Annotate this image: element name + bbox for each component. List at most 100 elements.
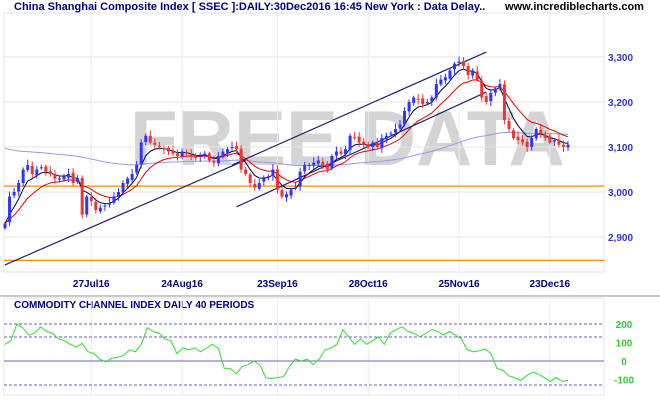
price-tick-label: 2,900 — [608, 233, 633, 244]
price-panel — [3, 12, 605, 273]
candle-body — [325, 163, 329, 170]
price-tick-label: 3,000 — [608, 188, 633, 199]
candle-body — [57, 178, 61, 180]
candle-body — [316, 160, 320, 164]
candle-body — [434, 84, 438, 98]
candle-body — [303, 165, 307, 172]
candle-body — [62, 176, 66, 180]
candle-body — [357, 136, 361, 143]
price-tick-label: 3,100 — [608, 143, 633, 154]
candle-body — [148, 135, 152, 143]
candle-body — [330, 156, 334, 169]
candle-body — [35, 169, 39, 176]
trend-line — [4, 159, 246, 266]
mid-moving-average — [4, 79, 569, 224]
candle-body — [294, 187, 298, 189]
trend-line — [231, 51, 487, 166]
candle-body — [412, 97, 416, 103]
candle-body — [235, 146, 239, 150]
candle-body — [566, 144, 570, 148]
candle-body — [312, 162, 316, 166]
candle-body — [502, 84, 506, 120]
candle-body — [212, 160, 216, 163]
candle-body — [244, 169, 248, 174]
candle-body — [493, 88, 497, 93]
candle-body — [180, 151, 184, 156]
date-tick-label: 23Dec16 — [530, 279, 571, 290]
candle-body — [239, 148, 243, 170]
candle-body — [512, 130, 516, 138]
candle-body — [26, 165, 30, 170]
candle-body — [30, 165, 34, 174]
candle-body — [371, 142, 375, 147]
candle-body — [166, 147, 170, 152]
candle-body — [384, 135, 388, 140]
candle-body — [375, 142, 379, 147]
candle-body — [516, 136, 520, 141]
candle-body — [561, 144, 565, 147]
short-moving-average — [4, 68, 569, 224]
candle-body — [334, 151, 338, 156]
candle-body — [89, 196, 93, 201]
price-tick-label: 3,300 — [608, 53, 633, 64]
candle-body — [144, 135, 148, 143]
candle-body — [112, 196, 116, 203]
candle-body — [194, 157, 198, 159]
candle-body — [103, 205, 107, 207]
candle-body — [534, 129, 538, 139]
candle-body — [403, 111, 407, 125]
candle-body — [521, 139, 525, 143]
candle-body — [539, 129, 543, 134]
candle-body — [475, 71, 479, 80]
candle-body — [543, 134, 547, 138]
candle-body — [135, 165, 139, 173]
candle-body — [117, 192, 121, 197]
price-tick-label: 3,200 — [608, 98, 633, 109]
candle-body — [153, 142, 157, 145]
candle-body — [271, 169, 275, 176]
candle-body — [552, 140, 556, 142]
candle-body — [466, 66, 470, 75]
candle-body — [17, 183, 21, 192]
candle-body — [425, 102, 429, 104]
candle-body — [380, 138, 384, 148]
candle-body — [421, 98, 425, 105]
candle-body — [12, 192, 16, 196]
candle-body — [126, 178, 130, 184]
candle-body — [230, 147, 234, 148]
candle-body — [266, 176, 270, 178]
cci-tick-label: 200 — [616, 320, 633, 331]
candle-body — [389, 133, 393, 135]
candle-body — [307, 165, 311, 166]
candle-body — [248, 174, 252, 183]
candle-body — [489, 93, 493, 102]
date-tick-label: 23Sep16 — [257, 279, 298, 290]
candle-body — [39, 167, 43, 169]
candle-body — [530, 138, 534, 147]
candle-body — [121, 183, 125, 193]
candle-body — [507, 120, 511, 129]
candle-body — [198, 156, 202, 157]
candle-body — [216, 156, 220, 164]
candle-body — [253, 183, 257, 188]
candle-body — [471, 70, 475, 76]
candle-body — [80, 178, 84, 215]
candle-body — [139, 142, 143, 165]
watermark: FREE DATA — [130, 94, 565, 182]
candle-body — [98, 207, 102, 212]
candle-body — [407, 102, 411, 112]
candle-body — [53, 174, 57, 179]
candle-body — [48, 171, 52, 174]
cci-tick-label: 0 — [621, 357, 627, 368]
site-link[interactable]: www.incrediblecharts.com — [504, 1, 644, 13]
cci-line — [4, 323, 569, 382]
candle-body — [76, 178, 80, 183]
candle-body — [221, 151, 225, 157]
date-tick-label: 27Jul16 — [73, 279, 110, 290]
candle-body — [280, 190, 284, 197]
candle-body — [262, 178, 266, 182]
candle-body — [298, 171, 302, 187]
long-moving-average — [4, 132, 569, 167]
candle-body — [107, 203, 111, 205]
